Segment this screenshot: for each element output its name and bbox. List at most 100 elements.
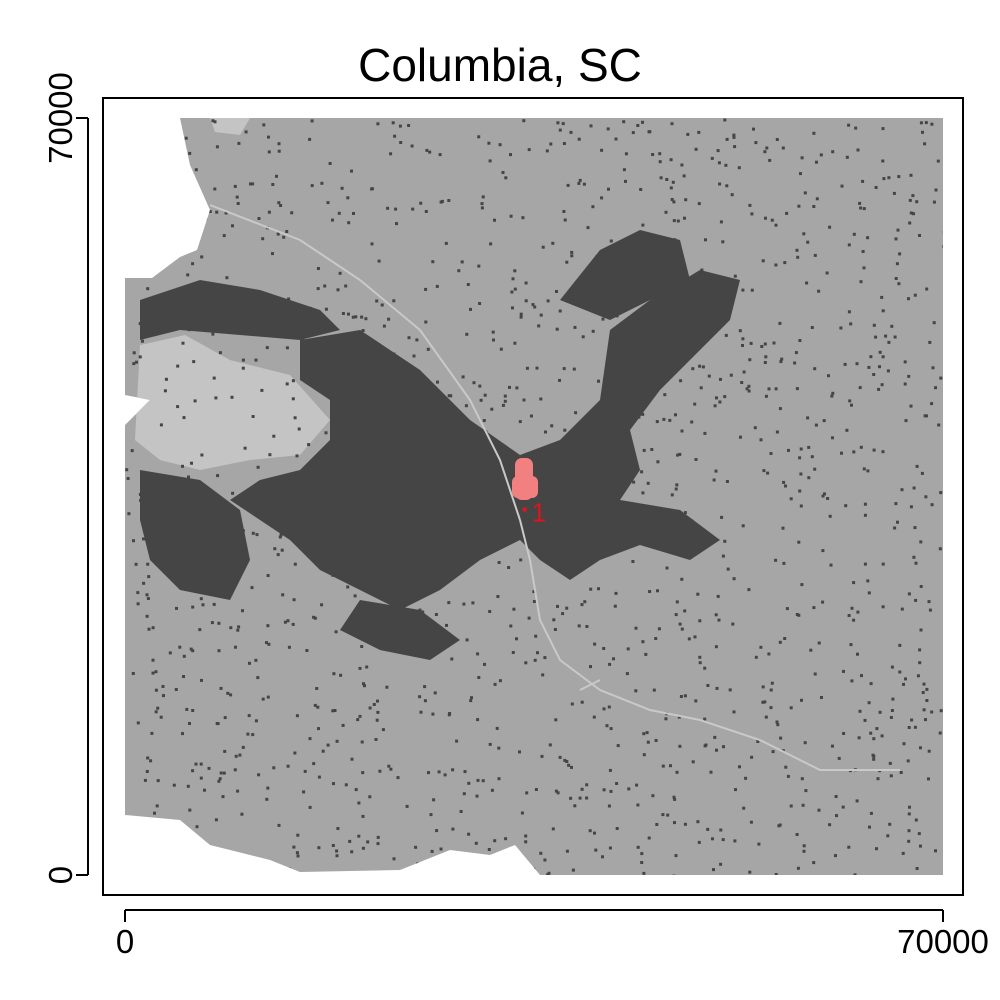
urban-speck [386, 354, 390, 358]
urban-speck [385, 685, 389, 689]
urban-speck [654, 739, 658, 742]
urban-speck [254, 658, 258, 662]
urban-speck [455, 554, 459, 558]
urban-speck [750, 288, 754, 292]
urban-speck [424, 287, 428, 291]
urban-speck [543, 858, 547, 862]
urban-speck [733, 839, 737, 843]
urban-speck [849, 643, 853, 647]
urban-speck [501, 498, 505, 502]
urban-speck [802, 844, 806, 848]
urban-speck [715, 686, 719, 690]
urban-speck [451, 827, 455, 831]
urban-speck [344, 783, 348, 787]
urban-speck [552, 618, 556, 622]
urban-speck [690, 519, 694, 523]
urban-speck [655, 823, 659, 826]
urban-speck [364, 472, 367, 476]
urban-speck [159, 423, 163, 427]
urban-speck [908, 221, 912, 225]
urban-speck [134, 167, 138, 171]
urban-speck [375, 299, 379, 303]
urban-speck [908, 198, 912, 202]
urban-speck [783, 637, 787, 640]
urban-speck [661, 813, 665, 817]
urban-speck [392, 352, 396, 356]
urban-speck [776, 723, 780, 727]
urban-speck [642, 448, 646, 452]
urban-speck [844, 504, 848, 508]
urban-speck [330, 542, 334, 546]
urban-speck [172, 833, 176, 837]
urban-speck [136, 197, 140, 201]
urban-speck [892, 191, 896, 195]
urban-speck [358, 714, 362, 718]
urban-speck [421, 610, 425, 614]
urban-speck [146, 756, 150, 760]
urban-speck [155, 804, 159, 808]
urban-speck [535, 366, 539, 370]
urban-speck [487, 848, 491, 851]
urban-speck [281, 593, 285, 597]
urban-speck [821, 494, 825, 498]
urban-speck [488, 742, 492, 746]
urban-speck [405, 411, 409, 415]
urban-speck [608, 537, 612, 541]
urban-speck [218, 777, 222, 781]
urban-speck [178, 645, 182, 649]
urban-speck [800, 698, 803, 702]
urban-speck [231, 491, 235, 495]
urban-speck [439, 847, 443, 851]
urban-speck [614, 137, 618, 141]
urban-speck [233, 768, 237, 772]
urban-speck [223, 716, 227, 720]
urban-speck [354, 507, 358, 511]
urban-speck [322, 493, 326, 496]
urban-speck [503, 394, 507, 398]
urban-speck [145, 593, 149, 597]
urban-speck [341, 418, 345, 422]
urban-speck [923, 142, 927, 146]
urban-speck [882, 177, 886, 181]
urban-speck [634, 626, 638, 630]
urban-speck [555, 327, 559, 331]
urban-speck [741, 288, 745, 292]
urban-speck [652, 688, 656, 692]
urban-speck [488, 159, 492, 163]
urban-speck [331, 218, 334, 222]
urban-speck [156, 779, 160, 783]
urban-speck [127, 164, 131, 168]
urban-speck [619, 437, 623, 441]
urban-speck [570, 702, 574, 706]
urban-speck [849, 322, 853, 326]
urban-speck [532, 867, 536, 871]
urban-speck [719, 828, 723, 832]
urban-speck [915, 464, 919, 468]
urban-speck [310, 184, 314, 188]
urban-speck [405, 804, 409, 808]
urban-speck [147, 627, 151, 631]
x-axis: 0 70000 [116, 909, 989, 960]
urban-speck [251, 733, 255, 737]
urban-speck [393, 134, 397, 138]
urban-speck [914, 598, 918, 602]
urban-speck [902, 742, 906, 746]
urban-speck [426, 430, 430, 434]
urban-speck [859, 280, 863, 284]
urban-speck [324, 307, 328, 311]
urban-speck [551, 241, 555, 245]
urban-speck [366, 840, 370, 844]
urban-speck [645, 731, 649, 735]
urban-speck [678, 622, 682, 626]
urban-speck [241, 529, 245, 533]
urban-speck [295, 714, 299, 718]
urban-speck [641, 412, 645, 416]
urban-speck [919, 121, 923, 125]
urban-speck [732, 710, 736, 714]
urban-speck [433, 691, 437, 695]
urban-speck [938, 731, 942, 735]
urban-speck [226, 859, 230, 862]
urban-speck [353, 543, 357, 547]
urban-speck [588, 538, 592, 542]
urban-speck [459, 810, 463, 813]
